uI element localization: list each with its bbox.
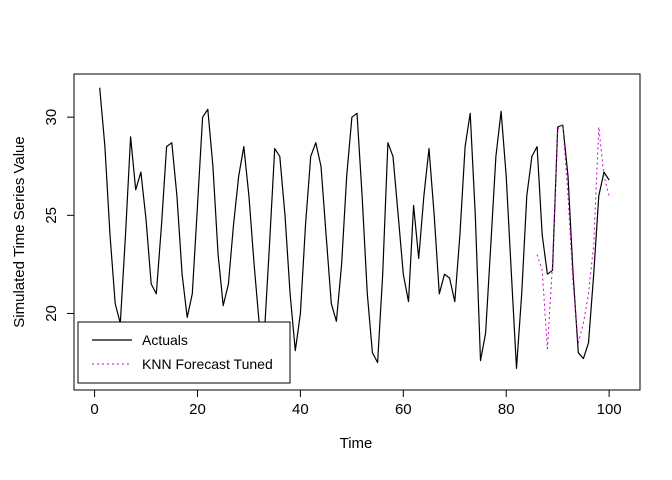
y-tick-label: 25	[43, 207, 60, 224]
legend-label: Actuals	[142, 332, 188, 348]
y-axis-title: Simulated Time Series Value	[11, 136, 28, 327]
x-tick-label: 40	[292, 401, 309, 418]
legend: Actuals KNN Forecast Tuned	[77, 321, 291, 384]
actuals-line	[99, 87, 610, 369]
x-tick-label: 20	[189, 401, 206, 418]
legend-label: KNN Forecast Tuned	[142, 356, 273, 372]
plot-frame	[73, 73, 641, 391]
y-tick-label: 30	[43, 109, 60, 126]
x-tick-label: 60	[395, 401, 412, 418]
legend-box	[77, 321, 291, 384]
axis-ticks: 0 20 40 60 80 100 20 25 30	[43, 109, 622, 418]
forecast-line	[536, 124, 610, 350]
x-tick-label: 100	[597, 401, 622, 418]
x-tick-label: 0	[90, 401, 98, 418]
series-lines	[99, 87, 610, 369]
x-axis-title: Time	[340, 435, 373, 452]
plot-box	[73, 73, 641, 391]
y-tick-label: 20	[43, 305, 60, 322]
x-tick-label: 80	[498, 401, 515, 418]
